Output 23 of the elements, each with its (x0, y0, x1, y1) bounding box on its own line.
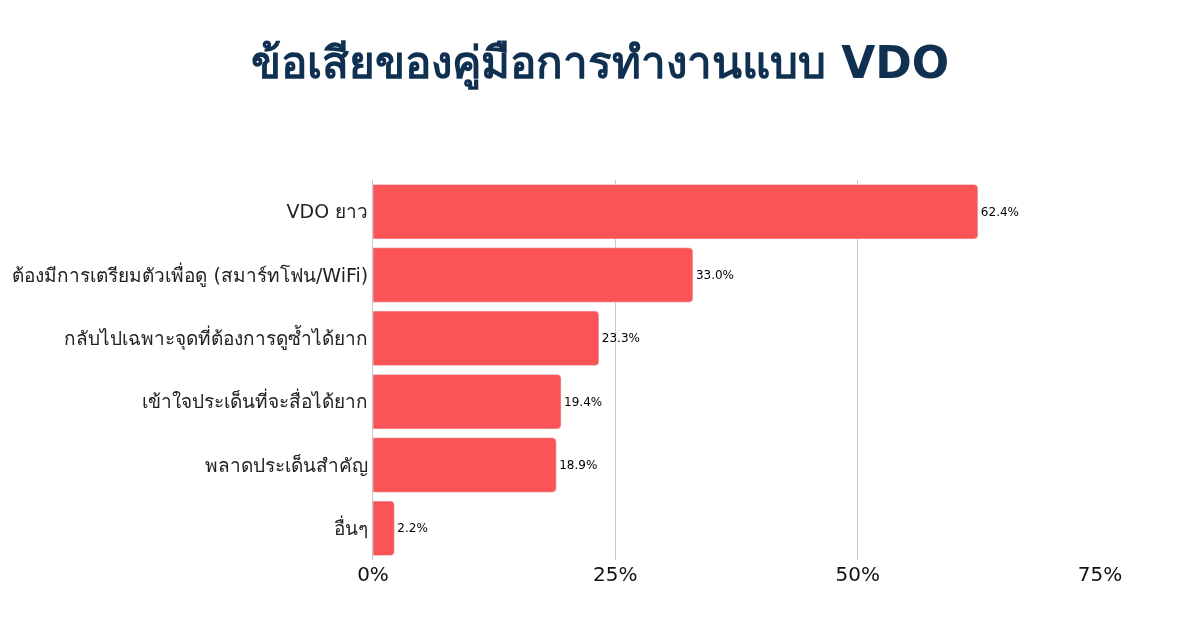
y-tick-label: VDO ยาว (286, 200, 369, 223)
data-label: 18.9% (559, 458, 598, 472)
data-label: 19.4% (564, 394, 603, 409)
bar (373, 184, 979, 240)
data-label: 23.3% (601, 331, 640, 346)
x-tick-label: 50% (835, 562, 880, 586)
y-tick-label: เข้าใจประเด็นที่จะสื่อได้ยาก (142, 388, 369, 413)
bar (373, 310, 600, 366)
bar (373, 500, 395, 556)
y-tick-label: ต้องมีการเตรียมตัวเพื่อดู (สมาร์ทโฟน/WiFi) (12, 261, 369, 287)
data-label: 33.0% (695, 268, 735, 282)
y-tick-label: พลาดประเด็นสำคัญ (205, 452, 369, 477)
bar (373, 374, 562, 430)
x-tick-label: 0% (357, 562, 389, 586)
y-tick-label: กลับไปเฉพาะจุดที่ต้องการดูซ้ำได้ยาก (64, 324, 369, 351)
chart-title: ข้อเสียของคู่มือการทำงานแบบ VDO (250, 37, 950, 91)
bar (373, 247, 694, 303)
x-tick-label: 25% (593, 562, 638, 586)
y-tick-label: อื่นๆ (334, 514, 369, 539)
data-label: 62.4% (980, 204, 1019, 219)
data-label: 2.2% (397, 521, 428, 536)
bar (373, 437, 557, 493)
x-tick-label: 75% (1077, 562, 1123, 586)
